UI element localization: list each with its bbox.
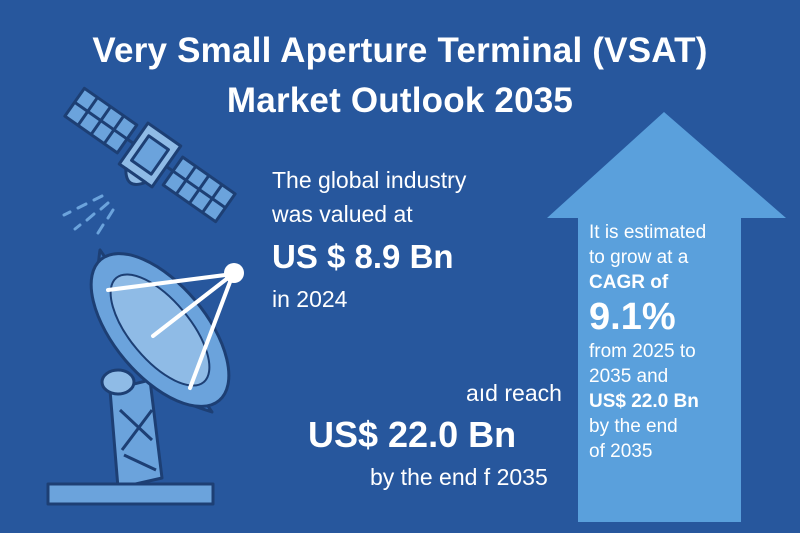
- arrow-line-5: by the end: [589, 416, 678, 437]
- arrow-amount: US$ 22.0 Bn: [589, 391, 699, 412]
- satellite-dish-icon: [46, 248, 231, 506]
- page-title-line-2: Market Outlook 2035: [226, 81, 574, 120]
- cagr-label: CAGR of: [589, 272, 669, 293]
- arrow-line-2: to grow at a: [589, 247, 689, 268]
- arrow-line-3: from 2025 to: [589, 341, 696, 362]
- arrow-text: It is estimated to grow at a CAGR of 9.1…: [589, 220, 749, 464]
- forecast-line-2: by the end f 2035: [370, 464, 548, 490]
- arrow-line-6: of 2035: [589, 441, 653, 462]
- page-title: Very Small Aperture Terminal (VSAT) Mark…: [0, 26, 800, 126]
- growth-arrow-icon: [547, 112, 786, 522]
- arrow-line-4: 2035 and: [589, 366, 669, 387]
- cagr-value: 9.1%: [589, 296, 676, 338]
- valuation-year: in 2024: [272, 286, 348, 312]
- satellite-icon: [62, 86, 237, 235]
- valuation-amount: US $ 8.9 Bn: [272, 238, 454, 275]
- forecast-line-1: aıd reach: [466, 380, 562, 406]
- page-title-line-1: Very Small Aperture Terminal (VSAT): [92, 31, 708, 70]
- arrow-line-1: It is estimated: [589, 222, 707, 243]
- forecast-amount: US$ 22.0 Bn: [308, 414, 517, 455]
- valuation-line-2: was valued at: [272, 201, 413, 227]
- valuation-line-1: The global industry: [272, 167, 467, 193]
